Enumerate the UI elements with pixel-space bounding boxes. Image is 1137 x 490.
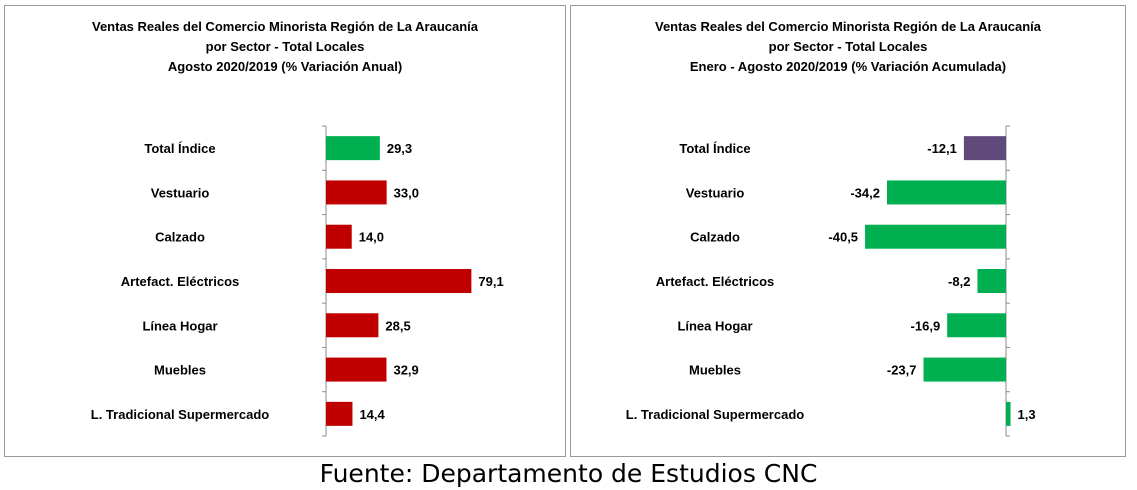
left-chart-title: Ventas Reales del Comercio Minorista Reg… — [5, 17, 565, 77]
right-title-line-1: Ventas Reales del Comercio Minorista Reg… — [654, 19, 1042, 34]
chart-1-category-label: Vestuario — [686, 185, 745, 200]
left-title-line-3: Agosto 2020/2019 (% Variación Anual) — [167, 59, 403, 74]
left-title-line-1: Ventas Reales del Comercio Minorista Reg… — [91, 19, 479, 34]
chart-0-bar — [326, 269, 472, 293]
chart-0-bar — [326, 357, 387, 382]
chart-0-value-label: 14,0 — [359, 230, 384, 245]
chart-1-bar — [963, 136, 1006, 161]
chart-0-value-label: 79,1 — [478, 274, 503, 289]
right-title-line-3: Enero - Agosto 2020/2019 (% Variación Ac… — [689, 59, 1007, 74]
chart-0-bar — [326, 224, 352, 249]
chart-1-value-label: -23,7 — [887, 363, 917, 378]
left-bar-chart: Total Índice 29,3 Vestuario 33,0 Calzado 14,0… — [91, 125, 504, 437]
chart-1-bar — [1006, 401, 1011, 426]
chart-0-bar — [326, 136, 380, 161]
chart-1-bar — [865, 224, 1006, 249]
chart-0-value-label: 29,3 — [387, 141, 412, 156]
left-chart-panel: Ventas Reales del Comercio Minorista Reg… — [4, 5, 566, 457]
chart-1-category-label: Línea Hogar — [677, 318, 752, 333]
chart-0-category-label: L. Tradicional Supermercado — [91, 407, 269, 422]
right-bar-chart: Total Índice -12,1 Vestuario -34,2 Calzado -4… — [626, 125, 1036, 437]
chart-1-value-label: -12,1 — [927, 141, 957, 156]
chart-1-value-label: -40,5 — [828, 230, 858, 245]
right-title-line-2: por Sector - Total Locales — [768, 39, 928, 54]
chart-1-category-label: Muebles — [689, 363, 741, 378]
chart-0-category-label: Total Índice — [144, 141, 215, 156]
chart-0-bar — [326, 401, 353, 426]
chart-0-bar — [326, 313, 379, 338]
right-chart-panel: Ventas Reales del Comercio Minorista Reg… — [570, 5, 1126, 457]
chart-1-bar — [947, 313, 1006, 338]
chart-0-category-label: Artefact. Eléctricos — [121, 274, 240, 289]
chart-0-value-label: 33,0 — [394, 185, 419, 200]
chart-1-bar — [977, 269, 1006, 293]
chart-0-category-label: Vestuario — [151, 185, 210, 200]
chart-1-category-label: Calzado — [690, 230, 740, 245]
chart-0-value-label: 32,9 — [393, 363, 418, 378]
chart-1-value-label: -8,2 — [948, 274, 970, 289]
chart-0-category-label: Calzado — [155, 230, 205, 245]
chart-0-value-label: 14,4 — [359, 407, 385, 422]
chart-1-value-label: -16,9 — [911, 318, 941, 333]
chart-1-value-label: 1,3 — [1018, 407, 1036, 422]
chart-1-bar — [923, 357, 1006, 382]
left-title-line-2: por Sector - Total Locales — [205, 39, 365, 54]
chart-1-category-label: Total Índice — [679, 141, 750, 156]
right-chart-title: Ventas Reales del Comercio Minorista Reg… — [571, 17, 1125, 77]
source-caption: Fuente: Departamento de Estudios CNC — [319, 459, 818, 488]
chart-0-category-label: Muebles — [154, 363, 206, 378]
chart-1-category-label: Artefact. Eléctricos — [656, 274, 775, 289]
chart-0-category-label: Línea Hogar — [142, 318, 217, 333]
chart-1-bar — [886, 180, 1006, 205]
chart-1-category-label: L. Tradicional Supermercado — [626, 407, 804, 422]
chart-0-bar — [326, 180, 387, 205]
chart-0-value-label: 28,5 — [385, 318, 410, 333]
chart-1-value-label: -34,2 — [850, 185, 880, 200]
